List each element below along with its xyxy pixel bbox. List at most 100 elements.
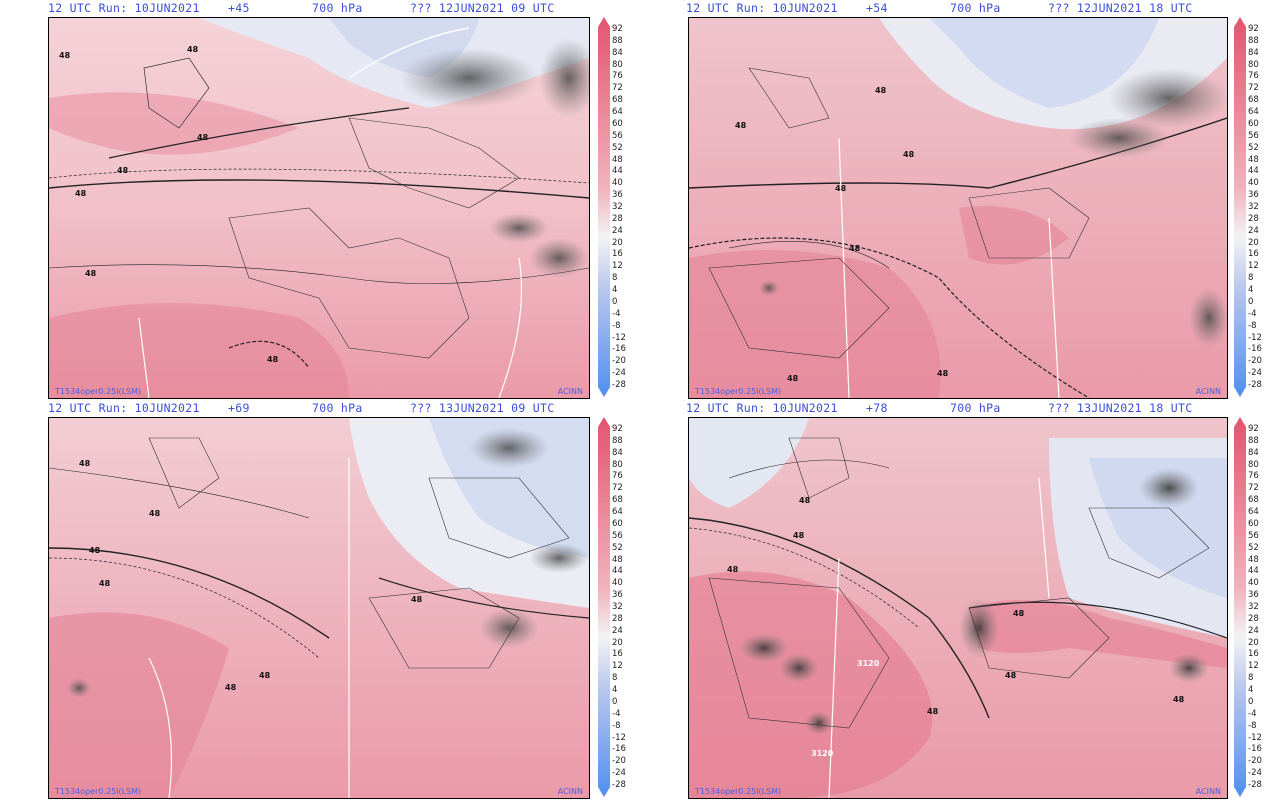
color-scale-tick: 4 [1248,685,1254,696]
map-panel[interactable]: 48 48 48 48 48 48 48 T1534oper0.25l(LSM)… [48,417,590,799]
map-svg: 48 48 48 48 48 48 48 3120 3120 [689,418,1227,798]
run-label: 12 UTC Run: 10JUN2021 [686,1,838,15]
panel-1: 12 UTC Run: 10JUN2021 +45 700 hPa ??? 12… [0,0,638,400]
color-scale-tick: 40 [612,178,623,189]
color-scale-tick: -24 [1248,368,1262,379]
color-scale-tick: 80 [612,59,623,70]
color-scale-tick: 28 [1248,213,1259,224]
contour-label: 48 [787,374,799,383]
color-scale-tick: 24 [1248,225,1259,236]
color-scale-tick: 32 [612,202,623,212]
color-scale-tick: -28 [1248,380,1262,390]
color-scale-tick: 88 [1248,435,1259,446]
contour-label: 48 [411,595,423,604]
level-label: 700 hPa [312,1,363,15]
color-scale-tick: 0 [1248,296,1254,307]
color-scale-tick: 68 [612,95,623,106]
color-scale-tick: 60 [1248,518,1259,529]
map-panel[interactable]: 48 48 48 48 48 48 48 T1534oper0.25l(LSM)… [48,17,590,399]
color-scale-tick: 32 [1248,202,1259,212]
color-scale-tick: 56 [1248,530,1259,541]
contour-label: 3120 [811,749,834,758]
color-scale-bar [598,417,610,797]
color-scale-tick: 72 [612,483,623,494]
color-scale-tick: -24 [612,368,626,379]
color-scale-tick: 40 [612,578,623,589]
color-scale-tick: -8 [1248,720,1257,731]
color-scale-tick: 36 [1248,590,1259,601]
map-svg: 48 48 48 48 48 48 48 [49,18,589,398]
step-label: +54 [866,1,888,15]
color-scale-tick: 68 [1248,95,1259,106]
color-scale: 92 88 84 80 76 72 68 64 60 56 52 48 44 40 36 32 28 24 20 16… [598,17,640,397]
source-tag: ACINN [1195,787,1221,796]
color-scale-tick: 16 [612,649,623,660]
color-scale-tick: 16 [1248,249,1259,260]
map-panel[interactable]: 48 48 48 48 48 48 48 3120 3120 T1534oper… [688,417,1228,799]
panel-header: 12 UTC Run: 10JUN2021 +54 700 hPa ??? 12… [686,0,1231,16]
color-scale-tick: -4 [1248,308,1257,319]
color-scale-tick: 80 [1248,459,1259,470]
color-scale-tick: -4 [612,708,621,719]
map-svg: 48 48 48 48 48 48 48 [49,418,589,798]
color-scale-tick: 72 [1248,483,1259,494]
contour-label: 48 [937,369,949,378]
color-scale: 92 88 84 80 76 72 68 64 60 56 52 48 44 40 36 32 28 24 20 16… [1234,17,1276,397]
color-scale-tick: 88 [612,435,623,446]
color-scale-tick: -16 [1248,744,1262,755]
source-tag: ACINN [557,387,583,396]
valid-time-label: ??? 12JUN2021 18 UTC [1048,1,1193,15]
color-scale-tick: 52 [612,142,623,153]
panel-3: 12 UTC Run: 10JUN2021 +69 700 hPa ??? 13… [0,400,638,800]
contour-label: 48 [59,51,71,60]
color-scale-tick: -24 [1248,768,1262,779]
color-scale-tick: 72 [612,83,623,94]
color-scale-tick: 40 [1248,178,1259,189]
color-scale-tick: 64 [1248,107,1259,118]
map-panel[interactable]: 48 48 48 48 48 48 48 T1534oper0.25l(LSM)… [688,17,1228,399]
step-label: +78 [866,401,888,415]
color-scale-tick: 56 [1248,130,1259,141]
panel-header: 12 UTC Run: 10JUN2021 +69 700 hPa ??? 13… [48,400,593,416]
color-scale-tick: 40 [1248,578,1259,589]
step-label: +69 [228,401,250,415]
color-scale-tick: 0 [1248,696,1254,707]
step-label: +45 [228,1,250,15]
color-scale-tick: 52 [1248,142,1259,153]
color-scale-tick: 48 [612,154,623,165]
source-tag: ACINN [1195,387,1221,396]
color-scale-tick: 20 [1248,637,1259,648]
color-scale: 92 88 84 80 76 72 68 64 60 56 52 48 44 40 36 32 28 24 20 16… [598,417,640,797]
contour-label: 48 [735,121,747,130]
contour-label: 48 [1013,609,1025,618]
color-scale-tick: 12 [1248,661,1259,672]
color-scale-tick: 24 [612,225,623,236]
color-scale-tick: 84 [1248,47,1259,58]
color-scale-tick: 4 [612,685,618,696]
color-scale-tick: 80 [612,459,623,470]
color-scale-tick: 80 [1248,59,1259,70]
color-scale-tick: 4 [612,285,618,296]
color-scale-tick: 8 [1248,273,1254,284]
valid-time-label: ??? 12JUN2021 09 UTC [410,1,555,15]
color-scale-tick: 36 [1248,190,1259,201]
color-scale-tick: 48 [612,554,623,565]
source-tag: ACINN [557,787,583,796]
color-scale-tick: 16 [1248,649,1259,660]
contour-label: 48 [875,86,887,95]
color-scale-tick: 44 [612,566,623,577]
color-scale-tick: 20 [612,237,623,248]
contour-label: 48 [225,683,237,692]
run-label: 12 UTC Run: 10JUN2021 [686,401,838,415]
color-scale-tick: 24 [612,625,623,636]
color-scale-tick: 8 [612,673,618,684]
contour-label: 48 [75,189,87,198]
color-scale-tick: 76 [1248,471,1259,482]
panel-4: 12 UTC Run: 10JUN2021 +78 700 hPa ??? 13… [638,400,1276,800]
color-scale-tick: 16 [612,249,623,260]
color-scale-tick: -12 [1248,732,1262,743]
color-scale-tick: -4 [1248,708,1257,719]
color-scale-tick: -20 [1248,756,1262,767]
color-scale-tick: -12 [612,732,626,743]
color-scale-tick: 76 [1248,71,1259,82]
